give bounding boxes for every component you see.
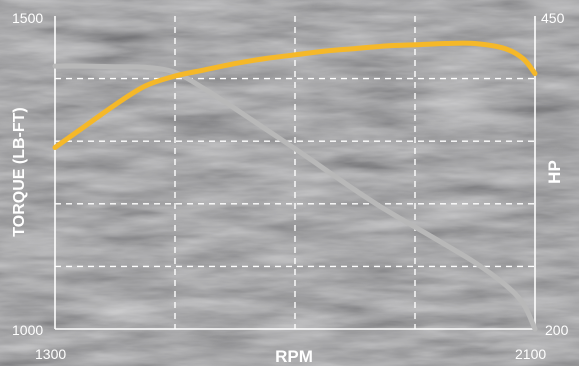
torque-line <box>52 63 538 332</box>
y-left-axis-label: TORQUE (LB-FT) <box>11 107 28 236</box>
y-left-tick-top: 1500 <box>12 10 43 26</box>
y-right-tick-top: 450 <box>541 10 565 26</box>
y-left-tick-bottom: 1000 <box>12 322 43 338</box>
hp-line <box>52 40 538 150</box>
x-tick-left: 1300 <box>35 346 66 362</box>
x-axis-label: RPM <box>275 347 313 366</box>
y-right-tick-bottom: 200 <box>545 322 569 338</box>
y-right-axis-label: HP <box>545 160 564 184</box>
x-tick-right: 2100 <box>515 346 546 362</box>
series-lines <box>52 40 538 332</box>
grid <box>55 16 535 329</box>
